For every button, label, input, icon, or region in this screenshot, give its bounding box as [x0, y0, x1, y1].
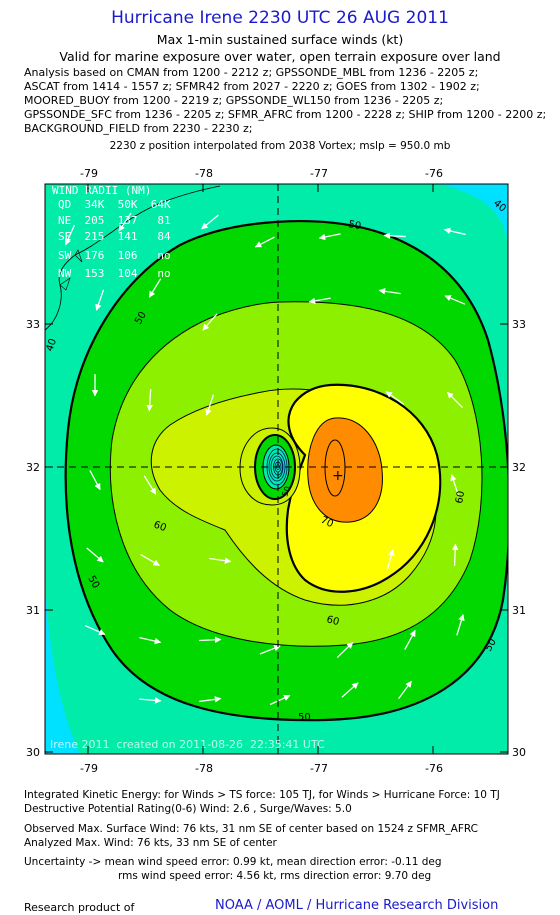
wind-arrow: [205, 394, 215, 416]
wind-arrow: [64, 224, 76, 246]
wind-arrow: [386, 548, 395, 571]
wind-arrow: [202, 313, 218, 331]
lat-tick-label: 31: [512, 604, 526, 617]
wind-arrow: [450, 474, 459, 496]
chart-subtitle: Max 1-min sustained surface winds (kt): [156, 32, 404, 47]
wind-arrow: [446, 391, 464, 409]
wind-radii-row: NE 205 137 81: [58, 214, 171, 227]
contour-label: 60: [152, 519, 168, 534]
plot-frame: [44, 183, 509, 755]
dpr-line: Destructive Potential Rating(0-6) Wind: …: [24, 803, 352, 815]
wind-arrow: [86, 547, 104, 563]
uncertainty-line: Uncertainty -> mean wind speed error: 0.…: [24, 856, 442, 868]
analysis-sources: Analysis based on CMAN from 1200 - 2212 …: [24, 66, 546, 136]
contour-label: 60: [454, 490, 467, 504]
observed-max-line: Observed Max. Surface Wind: 76 kts, 31 n…: [24, 823, 479, 835]
wind-arrow: [139, 697, 162, 704]
wind-arrow: [318, 233, 341, 241]
lon-tick-label: -77: [310, 762, 328, 775]
wind-arrow: [148, 278, 162, 298]
analysis-line: BACKGROUND_FIELD from 2230 - 2230 z;: [24, 122, 253, 135]
axis-labels: -79 -78 -77 -76 -79 -78 -77 -76 33 32 31…: [26, 167, 526, 775]
wind-map: + 40 40 50 50 50 50 50 60 60 60 70 50 WI…: [26, 167, 526, 775]
contour-label: 50: [347, 219, 361, 232]
wind-arrow: [259, 645, 281, 655]
wind-arrow: [404, 629, 416, 650]
wind-arrow: [385, 391, 405, 405]
wind-arrow: [140, 554, 160, 566]
wind-arrow: [89, 470, 101, 491]
ike-line: Integrated Kinetic Energy: for Winds > T…: [24, 789, 500, 801]
wind-arrow: [451, 543, 459, 566]
contour-label: 50: [298, 712, 311, 723]
lat-tick-label: 31: [26, 604, 40, 617]
wind-arrow: [269, 694, 291, 706]
wind-arrow: [143, 475, 157, 495]
wind-arrow: [199, 636, 222, 644]
lon-tick-label: -78: [195, 167, 213, 180]
max-wind-marker: +: [332, 468, 344, 484]
analysis-line: GPSSONDE_SFC from 1236 - 2205 z; SFMR_AF…: [24, 108, 547, 121]
lon-tick-label: -79: [80, 167, 98, 180]
lon-tick-label: -76: [425, 167, 443, 180]
wind-radii-row: SE 215 141 84: [58, 230, 171, 243]
wind-arrow: [209, 557, 232, 564]
wind-arrow: [308, 297, 331, 305]
wind-arrow: [118, 212, 132, 232]
lon-tick-label: -78: [195, 762, 213, 775]
wind-arrow: [398, 680, 412, 700]
contour-field: + 40 40 50 50 50 50 50 60 60 60 70 50 WI…: [44, 184, 508, 754]
analysis-line: ASCAT from 1414 - 1557 z; SFMR42 from 20…: [24, 80, 480, 93]
wind-arrow: [383, 232, 406, 239]
wind-arrow: [95, 289, 105, 311]
analyzed-max-line: Analyzed Max. Wind: 76 kts, 33 nm SE of …: [24, 837, 277, 849]
lat-tick-label: 30: [512, 746, 526, 759]
contour-label: 40: [44, 337, 59, 353]
wind-radii-table: WIND RADII (NM) QD 34K 50K 64K NE 205 13…: [52, 184, 171, 280]
wind-arrow: [139, 637, 162, 645]
coastline: [45, 185, 221, 331]
lat-tick-label: 33: [512, 318, 526, 331]
lon-tick-label: -79: [80, 762, 98, 775]
analysis-line: Analysis based on CMAN from 1200 - 2212 …: [24, 66, 479, 79]
lat-tick-label: 33: [26, 318, 40, 331]
wind-arrow: [254, 236, 275, 248]
wind-arrow: [146, 389, 153, 412]
valid-note: Valid for marine exposure over water, op…: [59, 49, 501, 64]
wind-arrow: [84, 624, 106, 636]
wind-arrow: [456, 614, 465, 636]
lat-tick-label: 32: [26, 461, 40, 474]
contour-label: 50: [280, 485, 292, 498]
position-note: 2230 z position interpolated from 2038 V…: [109, 140, 451, 152]
lon-tick-label: -77: [310, 167, 328, 180]
wind-radii-heading: WIND RADII (NM): [52, 184, 151, 197]
wind-arrow: [341, 682, 359, 698]
wind-radii-row: SW 176 106 no: [58, 249, 171, 262]
wind-arrow: [378, 288, 401, 295]
lat-tick-label: 32: [512, 461, 526, 474]
coastline-inlets: [59, 249, 83, 291]
axis-ticks: [45, 184, 508, 754]
wind-arrow: [201, 214, 219, 230]
lon-tick-label: -76: [425, 762, 443, 775]
uncertainty-rms-line: rms wind speed error: 4.56 kt, rms direc…: [118, 870, 432, 882]
lat-tick-label: 30: [26, 746, 40, 759]
wind-arrow: [336, 641, 354, 659]
creation-credit: Irene 2011 created on 2011-08-26 22:35:4…: [50, 738, 325, 751]
wind-arrow: [444, 295, 466, 305]
wind-arrow: [199, 696, 222, 703]
analysis-line: MOORED_BUOY from 1200 - 2219 z; GPSSONDE…: [24, 94, 444, 107]
chart-title: Hurricane Irene 2230 UTC 26 AUG 2011: [111, 8, 449, 28]
contour-label: 60: [325, 614, 340, 628]
org-link[interactable]: NOAA / AOML / Hurricane Research Divisio…: [215, 898, 499, 913]
research-label: Research product of: [24, 901, 135, 914]
max-wind-contour: [324, 439, 346, 497]
wind-radii-columns: QD 34K 50K 64K: [58, 198, 171, 211]
wind-radii-row: NW 153 104 no: [58, 267, 171, 280]
wind-arrow: [443, 227, 466, 236]
wind-arrows: [64, 212, 466, 706]
contour-label: 70: [319, 515, 335, 530]
